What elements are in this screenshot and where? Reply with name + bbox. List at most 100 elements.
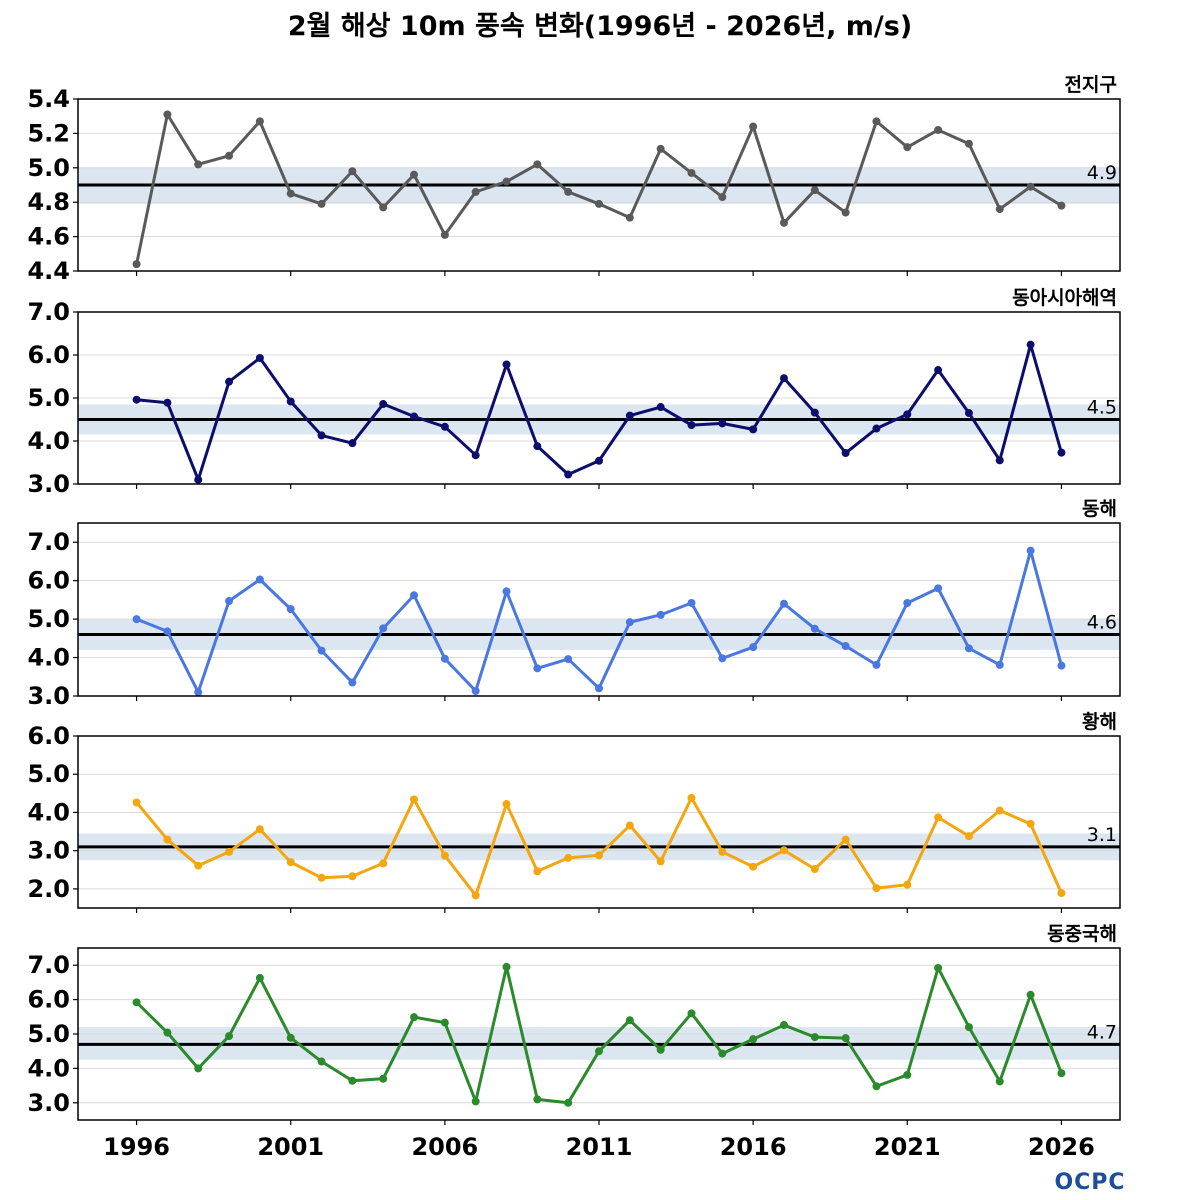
- series-segment: [998, 549, 1033, 667]
- series-segment: [320, 433, 354, 445]
- series-segment: [597, 202, 632, 220]
- data-point: [1026, 990, 1035, 999]
- series-segment: [1029, 549, 1063, 668]
- data-point: [533, 664, 542, 673]
- data-point: [379, 1074, 388, 1083]
- series-segment: [874, 1073, 909, 1088]
- series-segment: [967, 142, 1002, 211]
- y-tick-label: 3.0: [27, 837, 70, 865]
- series-segment: [474, 362, 509, 457]
- y-tick-label: 5.0: [27, 760, 70, 788]
- data-point: [625, 1016, 634, 1025]
- data-point: [225, 597, 234, 606]
- series-segment: [320, 874, 354, 880]
- series-segment: [443, 190, 478, 237]
- series-segment: [689, 796, 724, 854]
- data-point: [225, 377, 234, 386]
- data-point: [286, 605, 295, 614]
- series-segment: [165, 838, 200, 868]
- series-segment: [659, 601, 693, 617]
- series-segment: [350, 1077, 385, 1083]
- data-point: [934, 366, 943, 375]
- data-point: [163, 110, 172, 119]
- data-point: [502, 177, 511, 186]
- panel-0: 4.4 4.6 4.8 5.0 5.2 5.4 4.9 전지구: [27, 74, 1121, 285]
- data-point: [317, 431, 326, 440]
- series-segment: [689, 1011, 724, 1056]
- data-point: [779, 218, 788, 227]
- series-segment: [227, 578, 262, 603]
- y-tick-label: 3.0: [27, 1089, 70, 1117]
- data-point: [255, 575, 264, 584]
- data-point: [903, 410, 912, 419]
- data-point: [1026, 340, 1035, 349]
- data-point: [903, 598, 912, 607]
- series-segment: [258, 827, 293, 864]
- data-point: [194, 475, 203, 484]
- series-segment: [135, 801, 169, 842]
- data-point: [286, 189, 295, 198]
- data-point: [348, 167, 357, 176]
- series-segment: [967, 411, 1002, 462]
- data-point: [841, 835, 850, 844]
- series-segment: [751, 848, 786, 869]
- data-point: [934, 584, 943, 593]
- data-point: [379, 859, 388, 868]
- data-point: [779, 374, 788, 383]
- data-point: [872, 1082, 881, 1091]
- series-segment: [782, 376, 817, 415]
- series-segment: [998, 993, 1033, 1083]
- data-point: [286, 397, 295, 406]
- data-point: [533, 160, 542, 169]
- series-line: [135, 796, 1063, 897]
- series-segment: [135, 1000, 169, 1035]
- data-point: [964, 832, 973, 841]
- series-segment: [381, 593, 416, 630]
- region-label: 동중국해: [1047, 923, 1117, 945]
- data-point: [687, 168, 696, 177]
- data-point: [872, 424, 881, 433]
- series-segment: [998, 343, 1033, 462]
- series-segment: [566, 190, 601, 206]
- data-point: [225, 1032, 234, 1041]
- series-segment: [905, 966, 940, 1077]
- series-segment: [874, 883, 909, 890]
- data-point: [440, 654, 449, 663]
- panel-frame: [77, 522, 1121, 697]
- data-point: [718, 419, 727, 428]
- series-segment: [1029, 185, 1063, 208]
- series-segment: [844, 838, 878, 890]
- series-segment: [813, 838, 848, 871]
- series-segment: [751, 125, 786, 225]
- data-point: [749, 425, 758, 434]
- series-segment: [535, 1097, 570, 1105]
- series-segment: [751, 602, 786, 649]
- data-point: [995, 806, 1004, 815]
- data-point: [132, 615, 141, 624]
- data-point: [348, 678, 357, 687]
- series-segment: [505, 362, 539, 448]
- data-point: [656, 1045, 665, 1054]
- series-segment: [905, 586, 940, 605]
- series-segment: [227, 119, 262, 158]
- data-point: [841, 449, 850, 458]
- data-point: [1057, 889, 1066, 898]
- series-segment: [936, 128, 971, 146]
- data-point: [934, 963, 943, 972]
- x-tick-label: 2006: [411, 1133, 478, 1161]
- series-segment: [874, 119, 909, 149]
- series-segment: [628, 405, 663, 418]
- data-point: [656, 144, 665, 153]
- y-tick-label: 4.4: [27, 257, 70, 285]
- series-segment: [659, 1011, 693, 1052]
- data-point: [564, 853, 573, 862]
- y-tick-label: 5.0: [27, 1020, 70, 1048]
- data-point: [995, 660, 1004, 669]
- series-segment: [1029, 822, 1063, 895]
- series-segment: [689, 171, 724, 199]
- series-segment: [782, 188, 817, 225]
- panel-3: 2.0 3.0 4.0 5.0 6.0 3.1 황해: [27, 710, 1121, 913]
- data-point: [872, 660, 881, 669]
- panel-frame: [77, 311, 1121, 485]
